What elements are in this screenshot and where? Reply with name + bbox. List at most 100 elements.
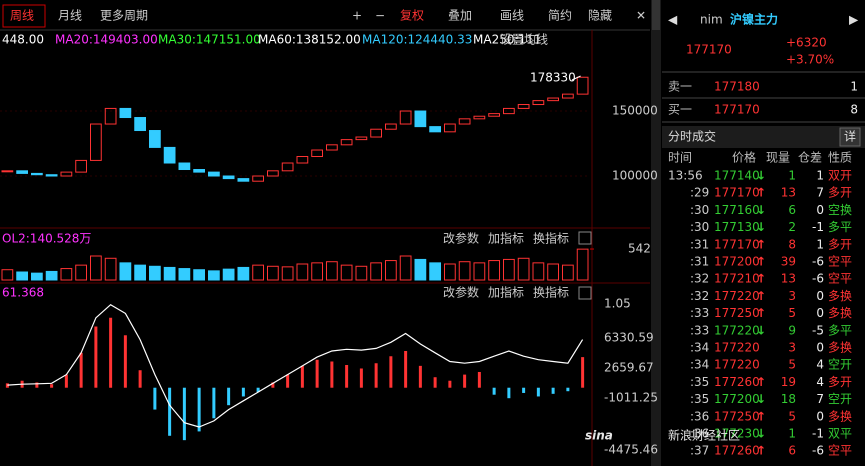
candle bbox=[576, 76, 589, 95]
indicator-label: 61.368 bbox=[2, 286, 44, 300]
trade-price: 177260 bbox=[714, 375, 760, 389]
trade-volume: 13 bbox=[781, 186, 796, 200]
trade-nature: 空平 bbox=[828, 444, 852, 458]
tool-button[interactable]: 叠加 bbox=[448, 9, 472, 23]
trade-volume: 9 bbox=[788, 323, 796, 337]
candle bbox=[163, 146, 176, 164]
trade-oi-change: 0 bbox=[816, 409, 824, 423]
trade-oi-change: 1 bbox=[816, 169, 824, 183]
trade-arrow: ↑ bbox=[756, 289, 766, 303]
volume-bar bbox=[385, 260, 397, 281]
candle bbox=[119, 107, 132, 119]
candle bbox=[503, 107, 515, 115]
trade-oi-change: 7 bbox=[816, 392, 824, 406]
candle bbox=[267, 170, 279, 177]
y-axis-label: 2659.67 bbox=[604, 361, 654, 375]
period-tab[interactable]: 周线 bbox=[10, 9, 34, 23]
indicator-tool[interactable]: 换指标 bbox=[533, 231, 569, 246]
tool-button[interactable]: + bbox=[352, 9, 362, 23]
candle bbox=[90, 123, 102, 161]
trade-volume: 1 bbox=[788, 169, 796, 183]
candle bbox=[311, 149, 323, 158]
trade-time: :30 bbox=[690, 203, 709, 217]
volume-bar bbox=[252, 264, 264, 281]
volume-bar bbox=[119, 262, 132, 281]
volume-bar bbox=[340, 264, 353, 281]
indicator-tool[interactable]: 改参数 bbox=[443, 285, 479, 300]
trade-arrow: ↓ bbox=[756, 169, 766, 183]
trade-arrow: ↑ bbox=[756, 186, 766, 200]
trade-arrow: ↓ bbox=[756, 323, 766, 337]
trade-nature: 多平 bbox=[828, 323, 852, 337]
scrollbar[interactable] bbox=[651, 0, 661, 466]
trade-price: 177130 bbox=[714, 220, 760, 234]
period-tab[interactable]: 更多周期 bbox=[100, 9, 148, 23]
trade-volume: 1 bbox=[788, 427, 796, 441]
trade-oi-change: 4 bbox=[816, 375, 824, 389]
candle bbox=[208, 171, 220, 177]
volume-bar bbox=[399, 255, 412, 281]
trade-time: :29 bbox=[690, 186, 709, 200]
tool-button[interactable]: 隐藏 bbox=[588, 9, 612, 23]
indicator-label: OL2:140.528万 bbox=[2, 232, 91, 246]
trade-oi-change: 1 bbox=[816, 237, 824, 251]
ma-label: 448.00 bbox=[2, 33, 44, 47]
detail-button[interactable] bbox=[839, 127, 861, 147]
trade-price: 177220 bbox=[714, 341, 760, 355]
indicator-tool[interactable]: 加指标 bbox=[488, 231, 524, 246]
y-axis-label: 1.05 bbox=[604, 297, 631, 311]
tool-button[interactable]: 简约 bbox=[548, 8, 572, 23]
candle bbox=[429, 126, 441, 133]
indicator-tool[interactable]: 加指标 bbox=[488, 285, 524, 300]
indicator-tool[interactable]: 换指标 bbox=[533, 285, 569, 300]
candle bbox=[178, 162, 191, 171]
candle bbox=[340, 139, 353, 146]
detail-button-label[interactable]: 详 bbox=[844, 129, 856, 144]
column-header: 现量 bbox=[766, 151, 790, 165]
trade-nature: 空开 bbox=[828, 358, 852, 372]
prev-arrow[interactable]: ◀ bbox=[668, 13, 678, 27]
volume-bar bbox=[355, 265, 368, 281]
volume-bar bbox=[90, 255, 102, 281]
ma-label: MA120:124440.33 bbox=[362, 33, 472, 47]
trade-time: :34 bbox=[690, 358, 709, 372]
ma-label: MA250:111 bbox=[473, 33, 541, 47]
close-box[interactable] bbox=[578, 286, 592, 300]
volume-bar bbox=[488, 260, 500, 281]
candle bbox=[60, 171, 73, 177]
trade-arrow: ↑ bbox=[756, 409, 766, 423]
tool-button[interactable]: − bbox=[375, 9, 385, 23]
period-tab[interactable]: 月线 bbox=[58, 9, 82, 23]
trade-nature: 多平 bbox=[828, 220, 852, 234]
close-box[interactable] bbox=[578, 231, 592, 245]
y-tick-label: 150000 bbox=[612, 104, 658, 118]
trade-nature: 多换 bbox=[828, 306, 852, 320]
volume-bar bbox=[237, 266, 250, 281]
candle bbox=[237, 178, 250, 182]
scroll-thumb[interactable] bbox=[652, 0, 660, 30]
trade-volume: 3 bbox=[788, 341, 796, 355]
tool-button[interactable]: 复权 bbox=[400, 9, 424, 23]
trade-price: 177220 bbox=[714, 358, 760, 372]
volume-bar bbox=[267, 265, 279, 281]
trade-arrow: ↑ bbox=[756, 306, 766, 320]
volume-bar bbox=[517, 257, 530, 281]
indicator-tool[interactable]: 改参数 bbox=[443, 231, 479, 246]
volume-bar bbox=[444, 263, 456, 281]
close-icon[interactable]: ✕ bbox=[636, 9, 646, 23]
volume-bar bbox=[281, 266, 294, 281]
book-qty: 1 bbox=[850, 80, 858, 94]
last-price: 177170 bbox=[686, 43, 732, 57]
candle bbox=[399, 110, 412, 125]
trade-time: 13:56 bbox=[668, 169, 703, 183]
volume-bar bbox=[222, 268, 235, 281]
volume-bar bbox=[149, 265, 161, 281]
peak-label: 178330 bbox=[530, 71, 576, 85]
tool-button[interactable]: 画线 bbox=[500, 9, 524, 23]
next-arrow[interactable]: ▶ bbox=[849, 13, 859, 27]
trade-volume: 19 bbox=[781, 375, 796, 389]
book-price: 177170 bbox=[714, 103, 760, 117]
